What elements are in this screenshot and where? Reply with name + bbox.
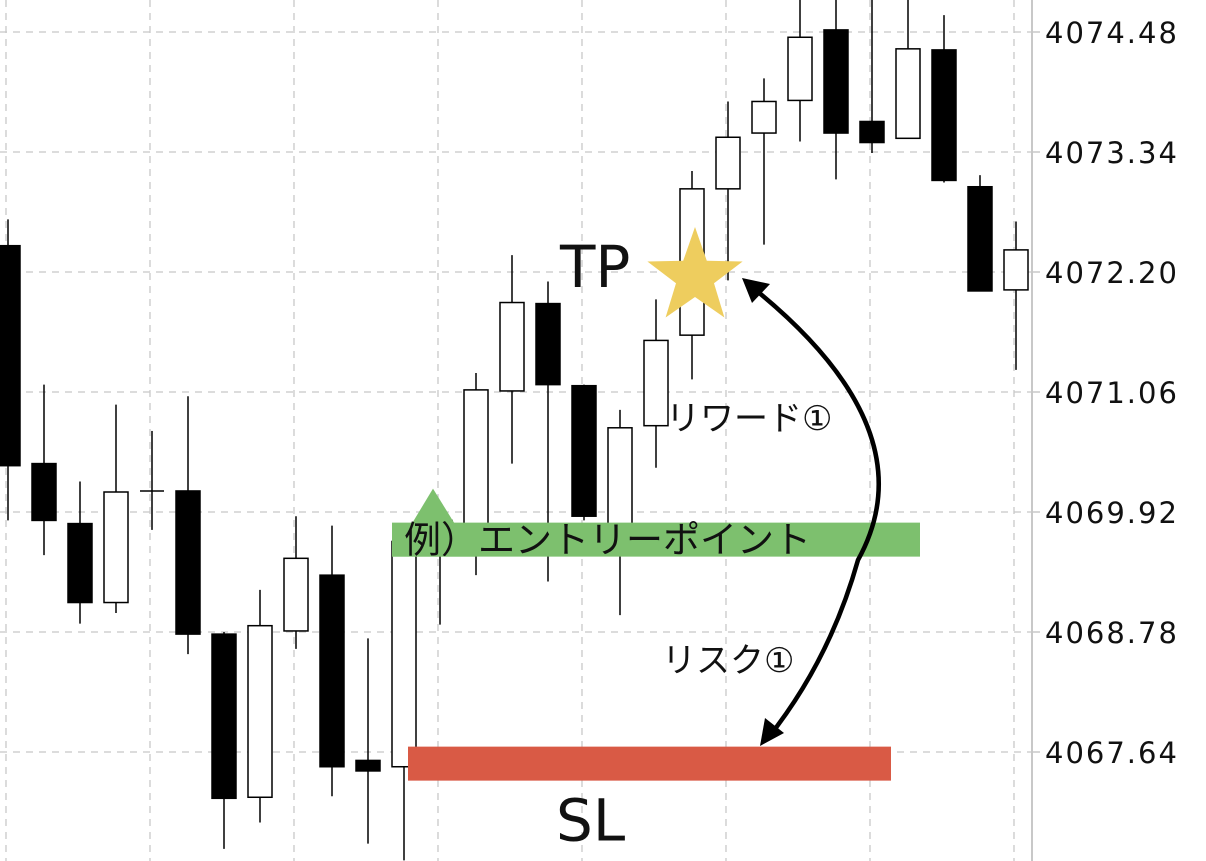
- candle: [31, 384, 57, 556]
- candle-body: [931, 49, 957, 182]
- reward-risk-arrow: [750, 285, 881, 740]
- candle: [319, 525, 345, 797]
- candle: [1003, 221, 1029, 370]
- entry-bar: [392, 522, 920, 557]
- candle: [571, 384, 597, 521]
- candle: [643, 299, 669, 468]
- candle-body: [1003, 249, 1029, 291]
- candle-body: [31, 462, 57, 522]
- y-tick-label: 4068.78: [1045, 616, 1179, 650]
- y-tick-label: 4069.92: [1045, 496, 1179, 530]
- candle: [499, 255, 525, 464]
- candle: [895, 0, 921, 140]
- entry-label: 例）エントリーポイント: [404, 519, 811, 562]
- star-icon: [647, 227, 743, 318]
- candle-body: [67, 522, 93, 604]
- candle-body: [895, 48, 921, 140]
- candle: [391, 540, 417, 861]
- candle: [823, 0, 849, 180]
- y-tick-label: 4071.06: [1045, 376, 1179, 410]
- candle-body: [967, 185, 993, 292]
- candle-body: [859, 120, 885, 144]
- candle-body: [0, 244, 21, 467]
- candle-body: [247, 624, 273, 799]
- candle-body: [319, 574, 345, 768]
- candle: [0, 219, 21, 521]
- candle-body: [283, 557, 309, 632]
- entry-triangle-icon: [392, 488, 475, 557]
- candle-body: [787, 36, 813, 102]
- y-tick-label: 4066.50: [1045, 856, 1179, 861]
- candle-body: [535, 302, 561, 386]
- y-tick-label: 4073.34: [1045, 136, 1179, 170]
- y-tick-label: 4067.64: [1045, 736, 1179, 770]
- candle-body: [715, 136, 741, 190]
- candle: [247, 589, 273, 823]
- candle-body: [571, 384, 597, 517]
- candle: [175, 396, 201, 655]
- candle-body: [751, 100, 777, 134]
- candle: [859, 0, 885, 154]
- candles: [0, 0, 1029, 861]
- candle-body: [103, 491, 129, 604]
- stop-loss-bar: [408, 746, 891, 781]
- tp-label: TP: [559, 233, 630, 301]
- candle-body: [355, 759, 381, 772]
- price-axis: 4074.48 4073.34 4072.20 4071.06 4069.92 4068.…: [1031, 0, 1179, 861]
- candle-body: [499, 301, 525, 392]
- y-tick-label: 4072.20: [1045, 256, 1179, 290]
- candle: [535, 281, 561, 582]
- y-tick-label: 4074.48: [1045, 16, 1179, 50]
- arrowhead-up-icon: [742, 278, 770, 303]
- candle: [607, 409, 633, 616]
- candle: [967, 175, 993, 292]
- candle-body: [643, 339, 669, 427]
- candle-body: [211, 633, 237, 800]
- arrowhead-down-icon: [760, 718, 784, 746]
- candle-body: [823, 29, 849, 134]
- sl-label: SL: [556, 787, 625, 855]
- candle: [715, 101, 741, 281]
- candle: [211, 632, 237, 849]
- annotations: 例）エントリーポイント SL TP リワード① リスク①: [392, 227, 920, 855]
- candle: [355, 638, 381, 844]
- candle: [931, 15, 957, 183]
- candle: [283, 516, 309, 649]
- candle-body: [175, 490, 201, 635]
- candle: [67, 481, 93, 624]
- risk-label: リスク①: [662, 641, 794, 681]
- reward-label: リワード①: [666, 399, 832, 439]
- candle: [751, 78, 777, 245]
- candle: [103, 404, 129, 614]
- candle: [787, 0, 813, 142]
- candle-body: [391, 540, 417, 768]
- candle: [140, 430, 164, 530]
